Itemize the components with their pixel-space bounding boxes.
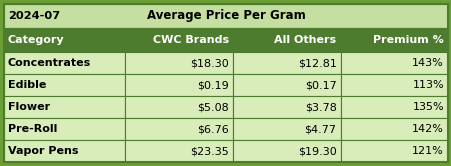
Text: 142%: 142% — [411, 124, 443, 134]
Text: All Others: All Others — [274, 35, 336, 45]
Bar — [232, 96, 340, 118]
Text: $18.30: $18.30 — [189, 58, 228, 68]
Bar — [4, 28, 124, 52]
Text: Vapor Pens: Vapor Pens — [8, 146, 78, 156]
Bar — [340, 28, 447, 52]
Text: Average Price Per Gram: Average Price Per Gram — [146, 9, 305, 23]
Bar — [340, 140, 447, 162]
Text: $23.35: $23.35 — [189, 146, 228, 156]
Bar — [340, 96, 447, 118]
Text: 135%: 135% — [411, 102, 443, 112]
Bar — [124, 28, 232, 52]
Bar — [4, 74, 124, 96]
Bar — [124, 52, 232, 74]
Text: $19.30: $19.30 — [297, 146, 336, 156]
Text: 113%: 113% — [411, 80, 443, 90]
Bar — [232, 52, 340, 74]
Text: 121%: 121% — [411, 146, 443, 156]
Bar — [340, 118, 447, 140]
Bar — [340, 52, 447, 74]
Bar — [124, 118, 232, 140]
Bar — [4, 118, 124, 140]
Text: Flower: Flower — [8, 102, 50, 112]
Text: CWC Brands: CWC Brands — [152, 35, 228, 45]
Text: Edible: Edible — [8, 80, 46, 90]
Text: $6.76: $6.76 — [197, 124, 228, 134]
Bar — [4, 52, 124, 74]
Bar — [124, 140, 232, 162]
Text: $0.17: $0.17 — [304, 80, 336, 90]
Bar — [124, 74, 232, 96]
Text: $0.19: $0.19 — [197, 80, 228, 90]
Bar — [124, 96, 232, 118]
Bar — [340, 74, 447, 96]
Text: $12.81: $12.81 — [297, 58, 336, 68]
Bar — [232, 118, 340, 140]
Bar — [232, 140, 340, 162]
Bar — [4, 96, 124, 118]
Bar — [4, 140, 124, 162]
Text: 143%: 143% — [411, 58, 443, 68]
Text: Pre-Roll: Pre-Roll — [8, 124, 57, 134]
Text: Concentrates: Concentrates — [8, 58, 91, 68]
Text: $5.08: $5.08 — [197, 102, 228, 112]
Bar — [232, 74, 340, 96]
Text: Premium %: Premium % — [373, 35, 443, 45]
Bar — [4, 4, 447, 28]
Text: $3.78: $3.78 — [304, 102, 336, 112]
Bar — [232, 28, 340, 52]
Text: 2024-07: 2024-07 — [8, 11, 60, 21]
Text: $4.77: $4.77 — [304, 124, 336, 134]
Text: Category: Category — [8, 35, 64, 45]
